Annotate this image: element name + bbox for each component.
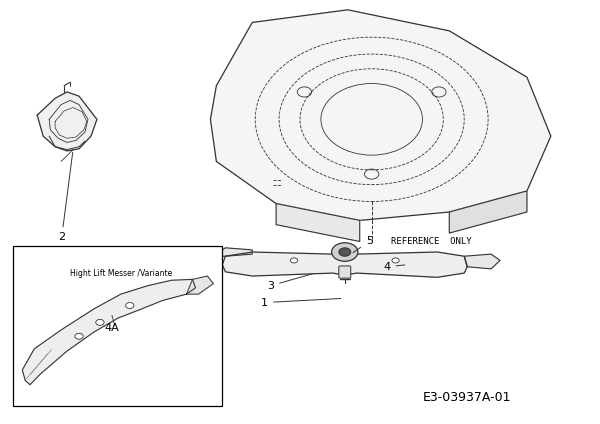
Bar	[13, 245, 223, 406]
Text: 4: 4	[383, 262, 405, 272]
Polygon shape	[37, 92, 97, 151]
Circle shape	[75, 333, 83, 339]
Text: 2: 2	[58, 152, 73, 242]
Circle shape	[332, 243, 358, 261]
Polygon shape	[464, 254, 500, 269]
Text: 3: 3	[267, 274, 312, 291]
Text: 4A: 4A	[104, 323, 119, 333]
FancyBboxPatch shape	[339, 266, 351, 278]
Text: 5: 5	[353, 237, 373, 253]
Circle shape	[125, 303, 134, 308]
Circle shape	[339, 248, 351, 256]
Polygon shape	[214, 248, 252, 256]
Text: Hight Lift Messer /Variante: Hight Lift Messer /Variante	[70, 268, 172, 278]
Polygon shape	[449, 191, 527, 233]
Text: 1: 1	[261, 298, 341, 307]
Text: E3-03937A-01: E3-03937A-01	[423, 391, 511, 404]
Polygon shape	[187, 276, 214, 294]
Polygon shape	[276, 204, 360, 242]
Polygon shape	[22, 279, 196, 385]
Circle shape	[392, 258, 399, 263]
Polygon shape	[223, 252, 467, 277]
Text: REFERENCE  ONLY: REFERENCE ONLY	[391, 237, 472, 246]
Polygon shape	[211, 10, 551, 220]
Circle shape	[96, 319, 104, 325]
Circle shape	[290, 258, 298, 263]
